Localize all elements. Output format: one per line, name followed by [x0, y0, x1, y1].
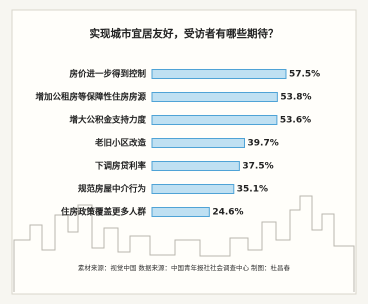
category-label: 规范房屋中介行为	[78, 184, 146, 195]
chart: 实现城市宜居友好，受访者有哪些期待？ 素材来源：视觉中国 数据来源：中国青年报社…	[0, 0, 368, 304]
bar	[152, 116, 277, 125]
category-label: 老旧小区改造	[94, 138, 147, 149]
bar	[152, 162, 239, 171]
value-label: 37.5%	[242, 162, 273, 172]
bar	[152, 139, 245, 148]
bar	[152, 208, 209, 217]
bar	[152, 185, 234, 194]
category-label: 增大公积金支持力度	[69, 115, 146, 126]
bar	[152, 93, 277, 102]
value-label: 57.5%	[289, 70, 320, 80]
category-label: 下调房贷利率	[95, 161, 147, 172]
value-label: 24.6%	[212, 208, 243, 218]
category-label: 增加公租房等保障性住房房源	[35, 92, 146, 103]
value-label: 39.7%	[248, 139, 279, 149]
bar	[152, 70, 286, 79]
value-label: 35.1%	[237, 185, 268, 195]
value-label: 53.6%	[280, 116, 311, 126]
panel	[12, 10, 356, 294]
chart-title: 实现城市宜居友好，受访者有哪些期待？	[90, 27, 279, 40]
value-label: 53.8%	[280, 93, 311, 103]
category-label: 住房政策覆盖更多人群	[61, 207, 147, 218]
footnote: 素材来源：视觉中国 数据来源：中国青年报社社会调查中心 制图：杜昌春	[78, 263, 291, 272]
category-label: 房价进一步得到控制	[69, 69, 146, 80]
